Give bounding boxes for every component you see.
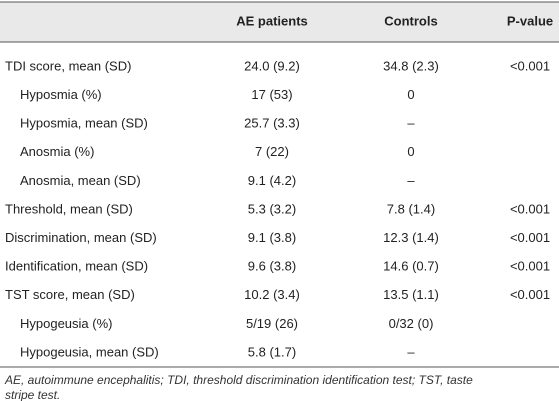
cell: 0	[407, 144, 414, 159]
cell: 12.3 (1.4)	[383, 230, 439, 245]
row-label: Hyposmia, mean (SD)	[20, 116, 148, 131]
cell: 34.8 (2.3)	[383, 58, 439, 73]
row-label: Hypogeusia, mean (SD)	[20, 344, 159, 359]
cell: 5.8 (1.7)	[248, 344, 296, 359]
footnote: AE, autoimmune encephalitis; TDI, thresh…	[4, 373, 473, 387]
row-label: Hyposmia (%)	[20, 87, 102, 102]
cell: 5.3 (3.2)	[248, 201, 296, 216]
footnote: stripe test.	[5, 388, 60, 401]
cell: 10.2 (3.4)	[244, 287, 300, 302]
row-label: TDI score, mean (SD)	[5, 58, 131, 73]
column-header: AE patients	[236, 13, 308, 28]
cell: –	[407, 116, 415, 131]
cell: 9.6 (3.8)	[248, 259, 296, 274]
cell: 0	[407, 87, 414, 102]
row-label: Anosmia (%)	[20, 144, 94, 159]
cell: 17 (53)	[251, 87, 292, 102]
cell: –	[407, 173, 415, 188]
row-label: TST score, mean (SD)	[5, 287, 135, 302]
cell: 25.7 (3.3)	[244, 116, 300, 131]
cell: <0.001	[510, 259, 550, 274]
column-header: Controls	[384, 13, 437, 28]
cell: 24.0 (9.2)	[244, 58, 300, 73]
cell: 9.1 (4.2)	[248, 173, 296, 188]
cell: 5/19 (26)	[246, 316, 298, 331]
cell: –	[407, 344, 415, 359]
row-label: Discrimination, mean (SD)	[5, 230, 157, 245]
row-label: Threshold, mean (SD)	[5, 201, 133, 216]
row-label: Anosmia, mean (SD)	[20, 173, 141, 188]
cell: <0.001	[510, 201, 550, 216]
cell: 14.6 (0.7)	[383, 259, 439, 274]
cell: 13.5 (1.1)	[383, 287, 439, 302]
cell: 7.8 (1.4)	[387, 201, 435, 216]
row-label: Identification, mean (SD)	[5, 259, 148, 274]
row-label: Hypogeusia (%)	[20, 316, 113, 331]
header-band	[0, 2, 559, 42]
cell: 0/32 (0)	[389, 316, 434, 331]
cell: 7 (22)	[255, 144, 289, 159]
cell: <0.001	[510, 287, 550, 302]
cell: <0.001	[510, 230, 550, 245]
cell: 9.1 (3.8)	[248, 230, 296, 245]
cell: <0.001	[510, 58, 550, 73]
column-header: P-value	[507, 13, 553, 28]
